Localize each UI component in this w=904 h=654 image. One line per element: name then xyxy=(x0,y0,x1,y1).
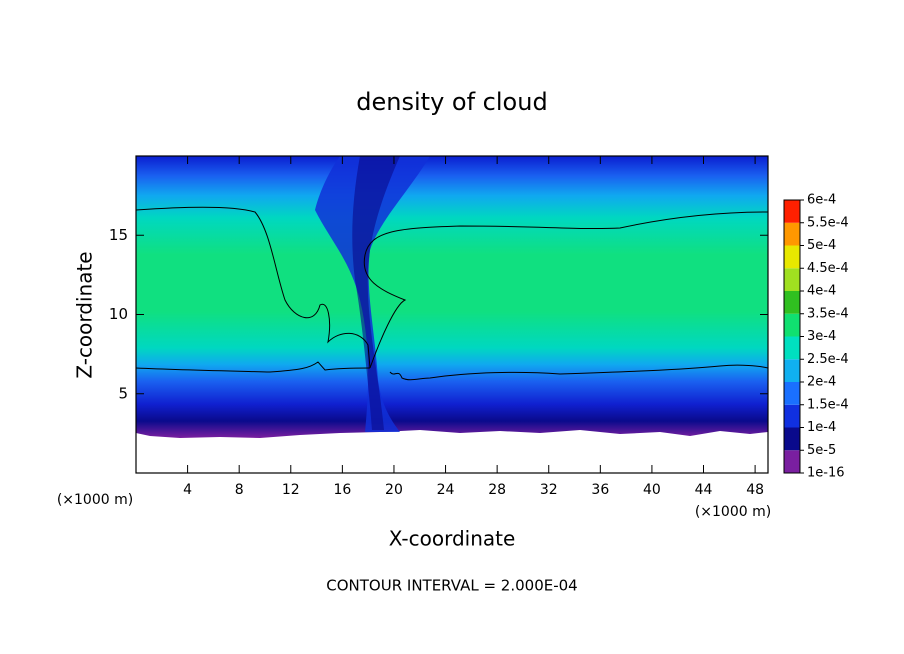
y-tick-label: 5 xyxy=(118,384,128,402)
y-tick-label: 15 xyxy=(109,226,128,244)
y-unit: (×1000 m) xyxy=(57,492,133,508)
colorbar-segment xyxy=(784,404,800,428)
colorbar-label: 5.5e-4 xyxy=(807,215,849,230)
x-tick-label: 8 xyxy=(235,482,244,498)
contour-field xyxy=(136,156,768,438)
x-tick-label: 24 xyxy=(437,482,455,498)
x-tick-label: 16 xyxy=(333,482,351,498)
x-axis-label: X-coordinate xyxy=(389,527,516,551)
colorbar-label: 4.5e-4 xyxy=(807,261,849,276)
colorbar-label: 2e-4 xyxy=(807,375,836,390)
colorbar-segment xyxy=(784,359,800,382)
colorbar-segment xyxy=(784,336,800,360)
colorbar-label: 3e-4 xyxy=(807,329,836,344)
x-tick-label: 44 xyxy=(695,482,713,498)
colorbar-segment xyxy=(784,313,800,337)
y-axis-label: Z-coordinate xyxy=(73,251,97,378)
colorbar-label: 1e-16 xyxy=(807,466,845,481)
colorbar-segment xyxy=(784,450,800,473)
colorbar-segment xyxy=(784,427,800,451)
x-tick-label: 12 xyxy=(282,482,300,498)
footer-note: CONTOUR INTERVAL = 2.000E-04 xyxy=(326,577,577,595)
colorbar-segment xyxy=(784,268,800,291)
colorbar-segment xyxy=(784,291,800,314)
colorbar-label: 1e-4 xyxy=(807,420,836,435)
colorbar-segment xyxy=(784,222,800,246)
colorbar-label: 2.5e-4 xyxy=(807,352,849,367)
x-tick-label: 48 xyxy=(746,482,764,498)
chart-title: density of cloud xyxy=(356,88,547,116)
colorbar-label: 3.5e-4 xyxy=(807,306,849,321)
colorbar-label: 4e-4 xyxy=(807,284,836,299)
x-tick-label: 40 xyxy=(643,482,661,498)
y-tick-label: 10 xyxy=(109,305,128,323)
colorbar-segment xyxy=(784,200,800,223)
x-tick-label: 32 xyxy=(540,482,558,498)
colorbar-segment xyxy=(784,382,800,405)
x-tick-label: 4 xyxy=(183,482,192,498)
colorbar-label: 5e-4 xyxy=(807,238,836,253)
colorbar-label: 6e-4 xyxy=(807,193,836,208)
colorbar-segment xyxy=(784,245,800,269)
x-unit: (×1000 m) xyxy=(695,504,771,520)
x-tick-label: 36 xyxy=(591,482,609,498)
x-tick-label: 20 xyxy=(385,482,403,498)
colorbar-label: 1.5e-4 xyxy=(807,397,849,412)
x-tick-label: 28 xyxy=(488,482,506,498)
colorbar-label: 5e-5 xyxy=(807,443,836,458)
